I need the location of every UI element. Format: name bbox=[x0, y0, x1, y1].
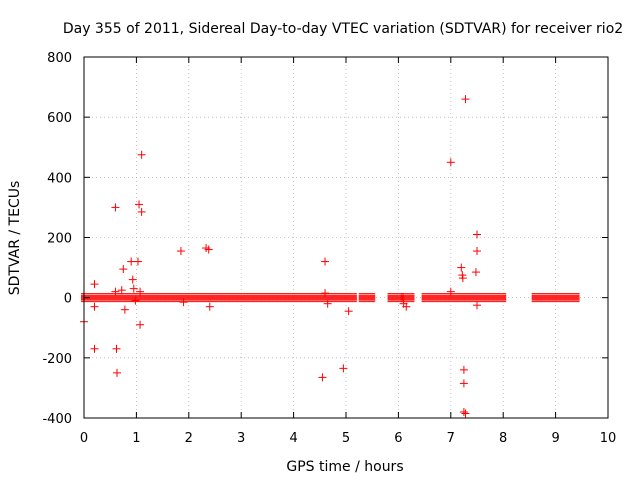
data-point bbox=[179, 298, 188, 307]
data-point bbox=[90, 280, 99, 289]
y-tick-label: 600 bbox=[47, 111, 72, 126]
x-axis-label: GPS time / hours bbox=[286, 459, 403, 475]
data-point bbox=[137, 207, 146, 216]
y-tick-label: 200 bbox=[47, 232, 72, 247]
data-point bbox=[339, 364, 348, 373]
dense-band-segment bbox=[421, 294, 507, 301]
y-tick-label: 800 bbox=[47, 51, 72, 66]
data-point bbox=[137, 150, 146, 159]
data-point bbox=[446, 158, 455, 167]
data-point bbox=[204, 245, 213, 254]
y-tick-label: 0 bbox=[64, 292, 72, 307]
data-point bbox=[90, 344, 99, 353]
x-tick-label: 7 bbox=[447, 431, 455, 446]
data-point bbox=[90, 302, 99, 311]
data-point bbox=[458, 274, 467, 283]
data-point bbox=[136, 320, 145, 329]
x-tick-label: 10 bbox=[600, 431, 617, 446]
x-tick-label: 5 bbox=[342, 431, 350, 446]
data-point bbox=[461, 95, 470, 104]
chart-title: Day 355 of 2011, Sidereal Day-to-day VTE… bbox=[63, 21, 623, 37]
x-tick-label: 4 bbox=[289, 431, 297, 446]
y-axis-label: SDTVAR / TECUs bbox=[7, 181, 23, 296]
data-point bbox=[321, 289, 330, 298]
data-point bbox=[446, 287, 455, 296]
data-point bbox=[133, 257, 142, 266]
data-point bbox=[473, 230, 481, 239]
data-point bbox=[176, 247, 185, 256]
data-point bbox=[111, 203, 120, 212]
data-point bbox=[112, 344, 121, 353]
dense-band-segment bbox=[387, 294, 405, 301]
data-point bbox=[321, 257, 330, 266]
x-tick-label: 9 bbox=[551, 431, 559, 446]
data-point bbox=[344, 307, 353, 316]
data-point bbox=[120, 305, 129, 314]
axis-ticks: 0 1 2 3 4 5 6 7 8 9 10 -400 -200 0 200 400 600 800 bbox=[42, 51, 616, 446]
data-point bbox=[117, 286, 126, 295]
data-point bbox=[128, 275, 137, 284]
data-point bbox=[113, 368, 122, 377]
dense-data-band bbox=[81, 293, 580, 303]
dense-band-segment bbox=[358, 294, 376, 301]
x-tick-label: 0 bbox=[80, 431, 88, 446]
data-point bbox=[473, 247, 481, 256]
data-point bbox=[127, 257, 136, 266]
dense-band-segment bbox=[531, 294, 580, 301]
data-point bbox=[136, 287, 145, 296]
data-point bbox=[119, 265, 128, 274]
data-point bbox=[459, 407, 468, 416]
data-point bbox=[459, 379, 468, 388]
data-point bbox=[457, 263, 466, 272]
data-point bbox=[131, 296, 140, 305]
x-tick-label: 1 bbox=[132, 431, 140, 446]
dense-band-segment bbox=[81, 294, 357, 301]
x-tick-label: 8 bbox=[499, 431, 507, 446]
y-tick-label: -200 bbox=[42, 352, 72, 367]
data-point bbox=[111, 287, 120, 296]
data-point bbox=[402, 302, 411, 311]
x-tick-label: 6 bbox=[394, 431, 402, 446]
y-tick-label: 400 bbox=[47, 171, 72, 186]
x-tick-label: 3 bbox=[237, 431, 245, 446]
y-tick-label: -400 bbox=[42, 412, 72, 427]
data-point bbox=[205, 302, 214, 311]
data-point bbox=[473, 301, 481, 310]
data-point bbox=[129, 284, 138, 293]
dense-band-segment bbox=[400, 294, 415, 301]
data-point bbox=[323, 299, 332, 308]
data-points bbox=[80, 95, 481, 418]
data-point bbox=[461, 409, 470, 418]
x-tick-label: 2 bbox=[185, 431, 193, 446]
data-point bbox=[135, 200, 144, 209]
data-point bbox=[471, 268, 480, 277]
data-point bbox=[318, 373, 327, 382]
data-point bbox=[459, 365, 468, 374]
grid-lines bbox=[84, 57, 608, 418]
